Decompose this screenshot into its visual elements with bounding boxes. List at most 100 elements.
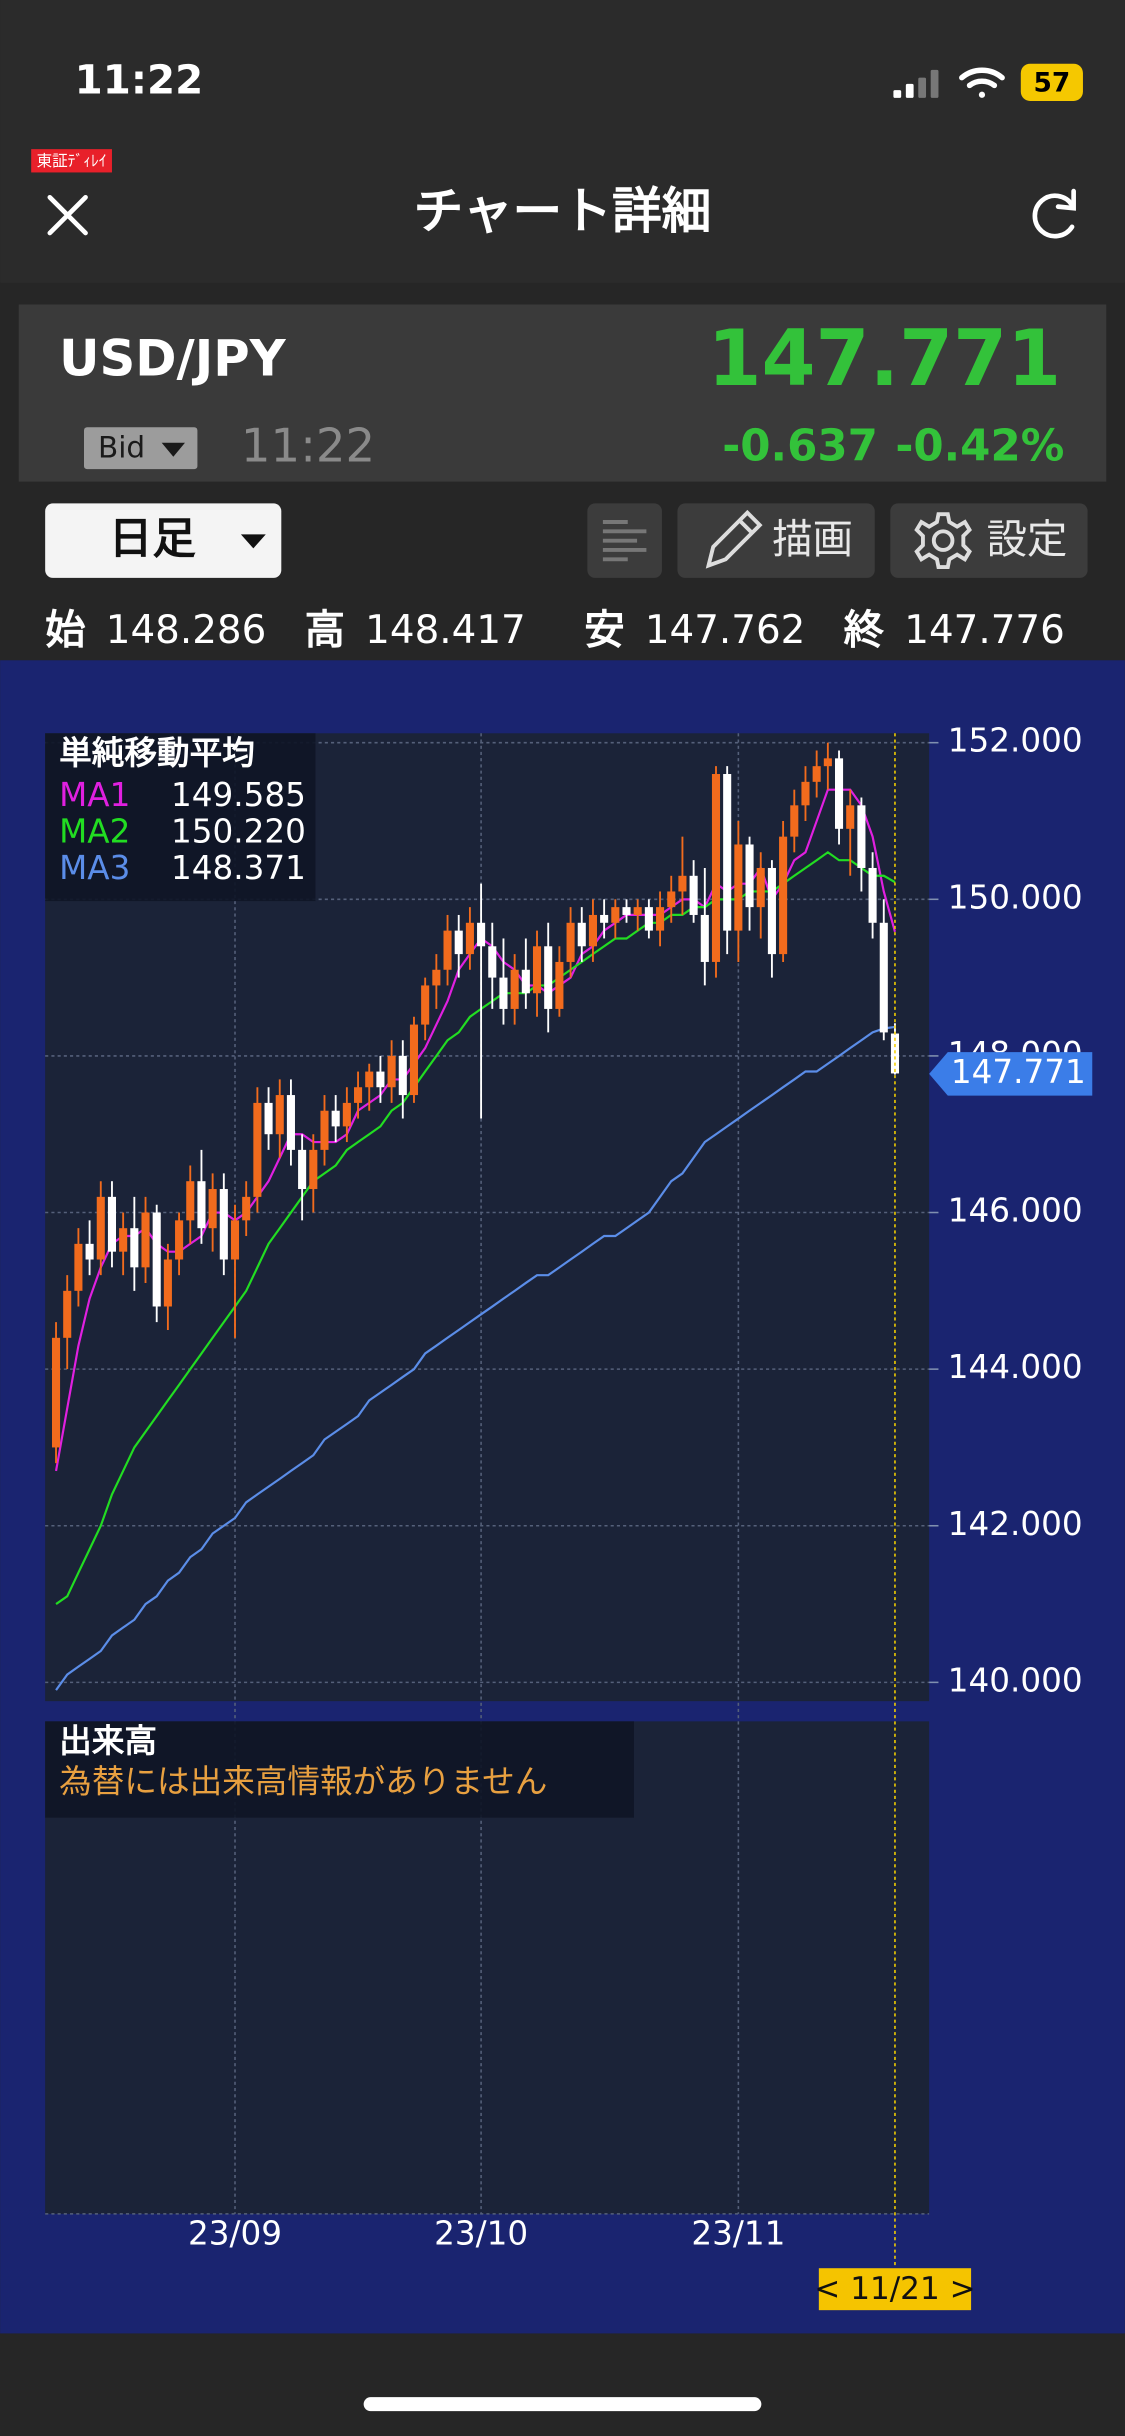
candle-body <box>286 1095 295 1150</box>
candle-body <box>689 875 698 915</box>
volume-note: 為替には出来高情報がありません <box>59 1762 547 1800</box>
moving-average-line <box>55 850 896 1605</box>
ohlc-value: 147.762 <box>645 608 806 653</box>
candle-body <box>477 922 486 947</box>
candle-body <box>51 1337 61 1448</box>
signal-icon <box>893 69 939 98</box>
candle-body <box>857 805 866 868</box>
candle-body <box>801 781 810 806</box>
period-dropdown-arrow <box>240 534 266 549</box>
candle-body <box>432 969 441 986</box>
gear-icon <box>914 512 972 569</box>
period-selector[interactable] <box>45 503 282 578</box>
candle-body <box>74 1243 83 1291</box>
wifi-icon <box>959 67 1005 98</box>
candle-body <box>242 1196 251 1221</box>
candle-body <box>756 867 765 908</box>
candle-body <box>588 914 597 947</box>
candle-body <box>253 1102 262 1197</box>
candle-body <box>745 844 754 908</box>
ohlc-value: 147.776 <box>904 608 1065 653</box>
home-indicator <box>363 2397 762 2412</box>
refresh-button[interactable] <box>1032 188 1076 239</box>
candle-body <box>790 805 799 837</box>
volume-label-box <box>45 1721 634 1818</box>
change: -0.637 <box>722 421 878 471</box>
y-tick-label: 146.000 <box>948 1192 1083 1230</box>
candle-body <box>723 774 732 931</box>
candle-body <box>633 907 642 915</box>
volume-title: 出来高 <box>59 1722 157 1760</box>
list-icon <box>602 520 647 562</box>
candle-body <box>644 907 653 931</box>
ohlc-row: 始 148.286 高 148.417 安 147.762 終 147.776 <box>45 606 1065 653</box>
candle-body <box>544 946 553 1009</box>
nav-background <box>0 0 1125 283</box>
moving-average-line <box>54 788 897 1472</box>
candle-body <box>656 907 665 931</box>
candle-body <box>219 1189 228 1260</box>
cursor-label: < 11/21 > <box>814 2271 975 2307</box>
side-label: Bid <box>98 430 145 464</box>
y-tick-label: 152.000 <box>948 722 1083 760</box>
candle-body <box>611 907 620 923</box>
candle-body <box>175 1220 184 1260</box>
delay-badge-text: 東証ﾃﾞｨﾚｲ <box>37 152 107 170</box>
candle-body <box>354 1087 363 1103</box>
settings-label: 設定 <box>987 516 1068 563</box>
candle-body <box>834 758 844 829</box>
close-button[interactable] <box>47 194 88 236</box>
candle-body <box>331 1110 340 1127</box>
pencil-icon <box>705 509 763 569</box>
candle-body <box>499 977 508 1009</box>
delay-badge <box>31 149 112 173</box>
symbol: USD/JPY <box>59 329 286 387</box>
page-title: チャート詳細 <box>414 182 712 240</box>
candle-body <box>119 1228 128 1252</box>
candle-body <box>678 875 687 892</box>
quote-time: 11:22 <box>241 418 375 472</box>
settings-button[interactable] <box>890 503 1088 578</box>
candle-body <box>622 907 631 915</box>
price: 147.771 <box>707 314 1061 404</box>
x-tick-label: 23/09 <box>188 2215 282 2253</box>
candle-body <box>577 922 586 947</box>
legend-value: 150.220 <box>171 812 306 850</box>
ohlc-label: 終 <box>844 606 885 653</box>
candle-body <box>376 1071 385 1088</box>
candle-body <box>298 1149 307 1190</box>
bottom-background <box>0 2333 1125 2436</box>
candle-body <box>868 867 877 923</box>
ohlc-value: 148.286 <box>106 608 267 653</box>
candle-body <box>85 1243 94 1260</box>
legend-value: 149.585 <box>171 776 306 814</box>
candle-body <box>163 1259 172 1307</box>
legend-box <box>45 733 316 902</box>
candle-body <box>488 946 497 978</box>
candle-body <box>734 844 743 931</box>
legend-name: MA2 <box>59 812 130 850</box>
candle-body <box>700 914 709 962</box>
candle-body <box>767 867 776 955</box>
candle-body <box>555 961 564 1009</box>
y-tick-label: 140.000 <box>948 1661 1083 1699</box>
candle-body <box>264 1102 273 1135</box>
side-dropdown-arrow <box>161 442 185 457</box>
legend-title: 単純移動平均 <box>59 734 255 772</box>
candle-body <box>342 1102 351 1127</box>
candle-body <box>409 1024 419 1096</box>
candle-body <box>823 758 832 767</box>
quote-panel <box>18 304 1107 482</box>
candle-body <box>197 1181 206 1229</box>
side-selector[interactable] <box>84 427 198 470</box>
battery-level: 57 <box>1033 67 1070 98</box>
candle-body <box>890 1033 900 1074</box>
candle-body <box>443 930 452 970</box>
y-tick-label: 150.000 <box>948 878 1083 916</box>
chart-overlay: 単純移動平均 出来高 為替には出来高情報がありません MA1 149.585 MA2… <box>45 733 1093 2311</box>
ohlc-label: 安 <box>584 606 624 653</box>
candle-body <box>186 1181 195 1221</box>
x-tick-label: 23/10 <box>434 2215 528 2253</box>
